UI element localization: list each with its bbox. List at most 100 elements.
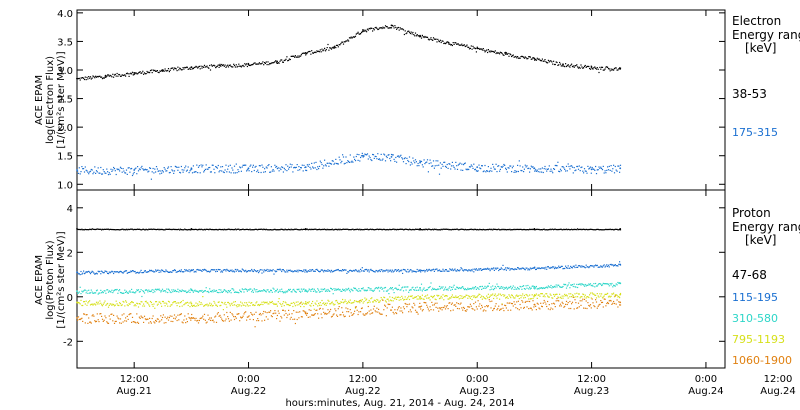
electron-point — [254, 166, 256, 168]
proton-point — [333, 288, 335, 290]
proton-point — [114, 320, 116, 323]
proton-point — [101, 304, 103, 306]
proton-point — [221, 271, 224, 273]
proton-point — [155, 320, 158, 322]
proton-point — [603, 295, 605, 297]
proton-point — [400, 289, 402, 291]
proton-point — [137, 303, 139, 305]
proton-point — [221, 228, 224, 231]
proton-point — [144, 229, 146, 231]
proton-point — [416, 228, 418, 230]
electron-point — [83, 168, 85, 170]
proton-point — [176, 305, 178, 307]
electron-point — [354, 160, 357, 162]
electron-point — [185, 67, 187, 69]
proton-point — [201, 228, 203, 231]
proton-point — [374, 310, 376, 312]
electron-point — [438, 173, 441, 175]
electron-point — [264, 62, 266, 64]
proton-point — [253, 288, 255, 290]
electron-point — [349, 37, 351, 39]
electron-point — [341, 41, 343, 43]
electron-point — [438, 164, 440, 166]
proton-point — [79, 318, 81, 321]
proton-point — [215, 269, 218, 271]
proton-point — [82, 304, 84, 307]
proton-point — [545, 303, 547, 305]
electron-point — [502, 165, 504, 167]
proton-point — [131, 321, 133, 323]
electron-point — [439, 39, 441, 41]
proton-point — [209, 305, 212, 307]
proton-point — [312, 290, 315, 292]
electron-data-point — [76, 169, 78, 171]
proton-point — [617, 281, 619, 284]
proton-point — [435, 289, 437, 291]
proton-point — [345, 228, 347, 230]
proton-point — [355, 269, 357, 271]
proton-point — [91, 303, 93, 305]
electron-point — [169, 171, 171, 174]
proton-point — [505, 287, 507, 289]
proton-point — [159, 320, 161, 322]
proton-point — [328, 228, 330, 231]
electron-point — [599, 167, 601, 169]
proton-point — [242, 304, 244, 306]
electron-point — [164, 68, 166, 70]
proton-point — [300, 291, 302, 293]
proton-point — [152, 291, 154, 294]
electron-point — [543, 168, 545, 170]
proton-point — [590, 265, 592, 267]
proton-point — [591, 298, 593, 300]
proton-point — [542, 228, 544, 230]
proton-point — [500, 229, 502, 231]
electron-point — [102, 169, 104, 171]
proton-point — [89, 321, 91, 323]
proton-point — [161, 316, 164, 319]
proton-point — [438, 288, 440, 290]
electron-point — [224, 169, 226, 171]
proton-data-point — [76, 228, 78, 230]
proton-point — [384, 229, 387, 231]
electron-point — [294, 56, 296, 58]
proton-legend-title: Proton — [732, 206, 771, 220]
proton-point — [390, 287, 392, 289]
proton-point — [509, 269, 511, 271]
electron-point — [617, 165, 619, 167]
proton-point — [402, 272, 404, 274]
proton-point — [148, 304, 150, 306]
proton-point — [133, 305, 135, 307]
proton-point — [495, 287, 497, 289]
proton-point — [454, 288, 456, 290]
electron-point — [126, 173, 128, 175]
proton-point — [198, 228, 200, 230]
proton-point — [589, 304, 592, 306]
proton-point — [229, 289, 231, 292]
proton-point — [295, 270, 297, 273]
proton-point — [380, 286, 382, 288]
proton-point — [482, 296, 484, 298]
proton-point — [508, 267, 510, 269]
proton-point — [380, 297, 382, 299]
proton-point — [306, 228, 308, 230]
proton-point — [116, 229, 118, 231]
proton-point — [304, 290, 306, 292]
proton-point — [456, 269, 459, 271]
proton-point — [425, 295, 427, 297]
proton-point — [507, 228, 509, 231]
proton-point — [544, 287, 546, 289]
proton-point — [413, 289, 415, 291]
proton-point — [537, 287, 539, 290]
electron-point — [295, 166, 297, 168]
electron-point — [149, 167, 151, 169]
electron-point — [118, 168, 120, 170]
proton-point — [255, 270, 257, 272]
proton-point — [607, 265, 609, 268]
electron-ytick-label: 3.0 — [57, 66, 73, 77]
proton-point — [525, 229, 527, 231]
proton-point — [432, 287, 434, 289]
proton-point — [105, 317, 107, 319]
electron-point — [618, 68, 620, 70]
proton-point — [446, 305, 448, 307]
proton-point — [336, 299, 338, 302]
